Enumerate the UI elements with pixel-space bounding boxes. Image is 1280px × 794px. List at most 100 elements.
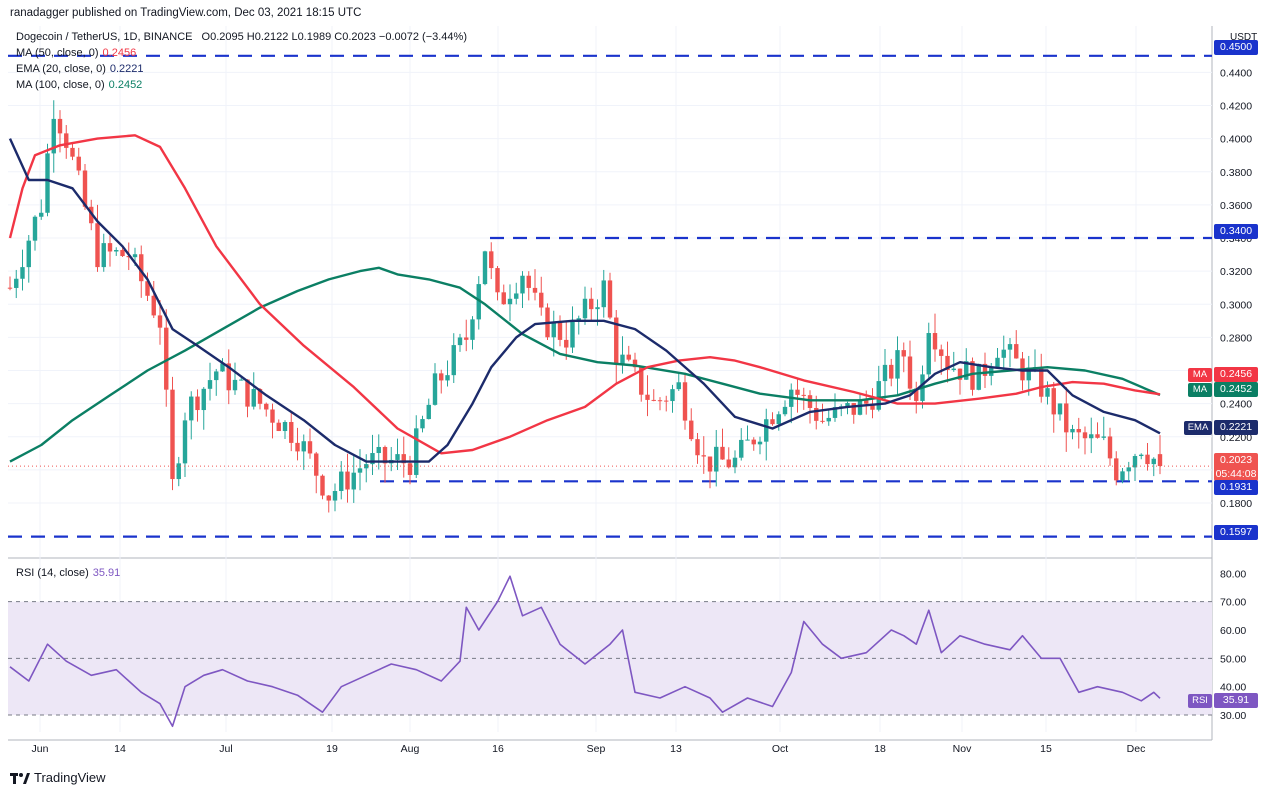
candle-body xyxy=(870,403,875,410)
candle-body xyxy=(407,463,413,475)
legend-ema20[interactable]: EMA (20, close, 0) 0.2221 xyxy=(16,63,144,75)
rsi-tag-label: RSI xyxy=(1188,694,1212,708)
candle-body xyxy=(614,317,619,365)
candle-body xyxy=(1001,349,1006,358)
candle-body xyxy=(957,368,963,380)
candle-body xyxy=(689,420,694,440)
bar-countdown: 05:44:08 xyxy=(1215,468,1257,480)
candle-body xyxy=(876,381,881,410)
time-tick-label: Aug xyxy=(401,743,420,755)
candle-body xyxy=(589,298,594,310)
symbol-ohlc-line: Dogecoin / TetherUS, 1D, BINANCE O0.2095… xyxy=(16,31,467,43)
candle-body xyxy=(832,407,838,418)
candle-body xyxy=(620,354,625,365)
candle-body xyxy=(682,382,688,421)
time-tick-label: Jun xyxy=(32,743,49,755)
candle-body xyxy=(357,468,363,473)
candle-body xyxy=(1126,467,1131,472)
candle-body xyxy=(1045,388,1050,397)
candle-body xyxy=(201,388,206,411)
candle-body xyxy=(1157,454,1163,467)
rsi-tick-label: 30.00 xyxy=(1220,710,1246,722)
candle-body xyxy=(1051,388,1056,415)
candle-body xyxy=(1132,456,1138,468)
candle-body xyxy=(339,471,344,492)
price-tick-label: 0.4200 xyxy=(1220,101,1252,113)
candle-body xyxy=(495,268,500,293)
candle-body xyxy=(464,337,469,340)
candle-body xyxy=(514,293,519,299)
candle-body xyxy=(926,333,931,375)
candle-body xyxy=(451,345,456,376)
candle-body xyxy=(1139,454,1144,457)
candle-body xyxy=(126,256,131,258)
symbol-title[interactable]: Dogecoin / TetherUS, 1D, BINANCE xyxy=(16,31,193,43)
candle-body xyxy=(776,414,781,425)
candle-body xyxy=(639,367,644,395)
price-tick-label: 0.3200 xyxy=(1220,266,1252,278)
candle-body xyxy=(851,403,856,415)
candle-body xyxy=(657,400,663,402)
candle-body xyxy=(1014,344,1019,359)
candle-body xyxy=(1026,367,1031,381)
candle-body xyxy=(26,240,31,268)
candle-body xyxy=(120,250,125,257)
candle-body xyxy=(114,250,119,252)
candle-body xyxy=(801,394,806,396)
candle-body xyxy=(664,400,669,402)
legend-ma50-value: 0.2456 xyxy=(102,47,137,59)
candle-body xyxy=(232,379,238,391)
candle-body xyxy=(751,439,756,445)
candle-body xyxy=(245,379,250,407)
candle-body xyxy=(1151,458,1156,465)
last-price-value: 0.2023 xyxy=(1219,454,1253,466)
candle-body xyxy=(170,389,175,480)
candle-body xyxy=(145,281,150,296)
time-tick-label: Sep xyxy=(587,743,606,755)
time-tick-label: Dec xyxy=(1127,743,1146,755)
candle-body xyxy=(951,368,956,370)
rsi-tick-label: 60.00 xyxy=(1220,625,1246,637)
candle-body xyxy=(626,354,631,360)
candle-body xyxy=(1145,454,1150,465)
tradingview-footer[interactable]: TradingView xyxy=(10,770,106,785)
candle-body xyxy=(314,453,319,476)
legend-ma50[interactable]: MA (50, close, 0) 0.2456 xyxy=(16,47,136,59)
time-tick-label: 15 xyxy=(1040,743,1052,755)
time-tick-label: 19 xyxy=(326,743,338,755)
time-tick-label: Oct xyxy=(772,743,788,755)
legend-ma100[interactable]: MA (100, close, 0) 0.2452 xyxy=(16,79,142,91)
candle-body xyxy=(507,298,513,305)
candle-body xyxy=(701,455,706,457)
candle-body xyxy=(101,243,106,268)
time-tick-label: 18 xyxy=(874,743,886,755)
candle-body xyxy=(676,382,681,390)
candle-body xyxy=(857,399,863,415)
tradingview-logo-icon xyxy=(10,772,30,784)
legend-rsi[interactable]: RSI (14, close) 35.91 xyxy=(16,567,120,579)
candle-body xyxy=(914,388,919,401)
candle-body xyxy=(895,350,900,379)
candle-body xyxy=(1089,434,1094,439)
candle-body xyxy=(745,439,750,441)
quote-currency-label: USDT xyxy=(1230,32,1258,43)
candle-body xyxy=(826,417,831,422)
rsi-line xyxy=(9,575,1161,728)
candle-body xyxy=(64,133,69,148)
legend-ema20-value: 0.2221 xyxy=(109,63,144,75)
ema20-line xyxy=(8,138,1161,463)
candle-body xyxy=(645,394,650,400)
price-tick-label: 0.4400 xyxy=(1220,67,1252,79)
candle-body xyxy=(132,254,138,258)
candle-body xyxy=(414,428,419,475)
time-tick-label: 13 xyxy=(670,743,682,755)
candle-body xyxy=(307,441,313,454)
time-tick-label: 14 xyxy=(114,743,126,755)
price-tick-label: 0.3000 xyxy=(1220,299,1252,311)
price-tick-label: 0.2800 xyxy=(1220,332,1252,344)
resist1-tag: 0.3400 xyxy=(1214,224,1258,239)
candle-body xyxy=(351,472,356,490)
candle-body xyxy=(82,170,88,207)
candle-body xyxy=(282,422,288,432)
